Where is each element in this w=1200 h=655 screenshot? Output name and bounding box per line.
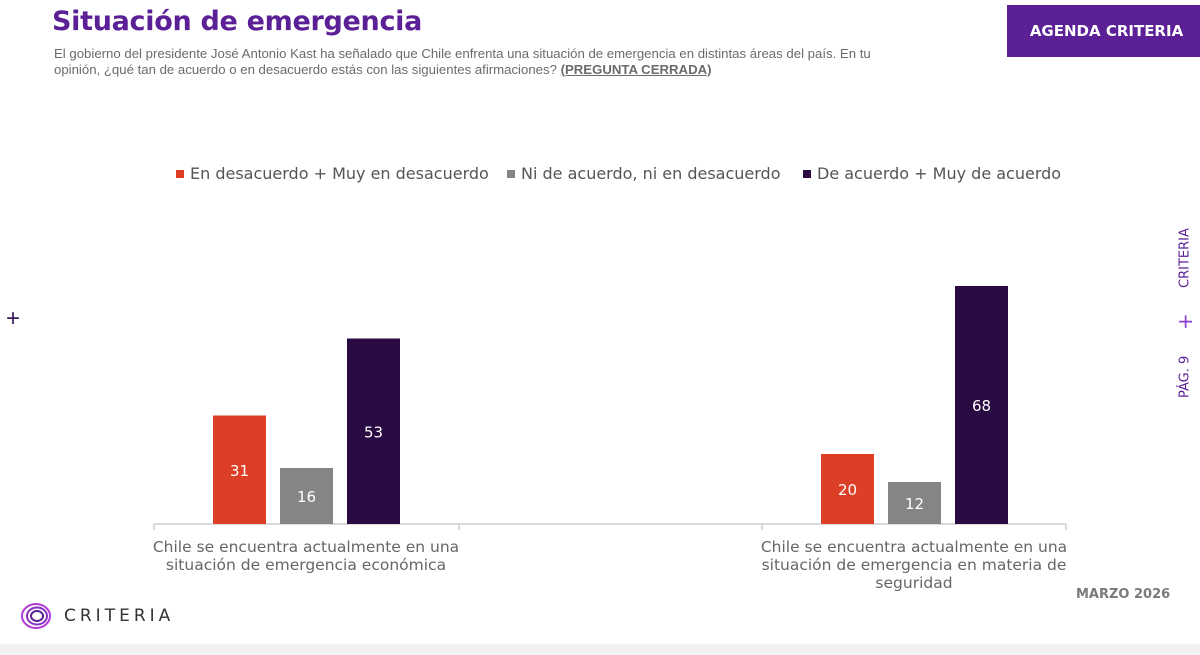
bar-value-label: 68 — [972, 397, 991, 415]
question-type: (PREGUNTA CERRADA) — [560, 61, 712, 77]
plus-icon: + — [6, 305, 21, 332]
legend-label: Ni de acuerdo, ni en desacuerdo — [521, 164, 781, 183]
bar-value-label: 53 — [364, 423, 383, 441]
bar — [821, 454, 874, 524]
plus-icon: + — [1173, 313, 1197, 331]
criteria-logo-icon — [21, 603, 51, 629]
legend-label: En desacuerdo + Muy en desacuerdo — [190, 164, 489, 183]
legend-swatch-dark — [803, 169, 811, 178]
legend-item-disagree: En desacuerdo + Muy en desacuerdo — [176, 164, 489, 183]
bar-value-label: 12 — [905, 495, 924, 513]
category-label-security: Chile se encuentra actualmente en una si… — [760, 538, 1068, 592]
bar — [347, 338, 400, 524]
side-page-label: PÁG. 9 + CRITERIA — [1172, 228, 1198, 398]
page-number: PÁG. 9 — [1177, 355, 1193, 398]
legend-item-neutral: Ni de acuerdo, ni en desacuerdo — [507, 164, 781, 183]
bar-value-label: 20 — [838, 481, 857, 499]
bar — [280, 468, 333, 524]
bottom-strip — [0, 644, 1200, 655]
legend-swatch-gray — [507, 169, 515, 178]
bar-value-label: 31 — [230, 462, 249, 480]
question-text: El gobierno del presidente José Antonio … — [54, 46, 874, 77]
legend-label: De acuerdo + Muy de acuerdo — [817, 164, 1062, 183]
question-body: El gobierno del presidente José Antonio … — [54, 46, 871, 77]
page-title: Situación de emergencia — [52, 6, 423, 37]
report-date: MARZO 2026 — [1076, 587, 1171, 602]
category-label-economic: Chile se encuentra actualmente en una si… — [152, 538, 460, 574]
chart-legend: En desacuerdo + Muy en desacuerdo Ni de … — [0, 164, 1200, 188]
bar — [213, 415, 266, 524]
side-brand: CRITERIA — [1177, 228, 1193, 288]
logo-text: CRITERIA — [64, 606, 175, 626]
legend-swatch-red — [176, 169, 184, 178]
bar — [888, 482, 941, 524]
legend-item-agree: De acuerdo + Muy de acuerdo — [803, 164, 1061, 183]
bar — [955, 286, 1008, 524]
agenda-badge: AGENDA CRITERIA — [1007, 5, 1200, 57]
bar-value-label: 16 — [297, 488, 316, 506]
criteria-logo: CRITERIA — [20, 600, 174, 632]
